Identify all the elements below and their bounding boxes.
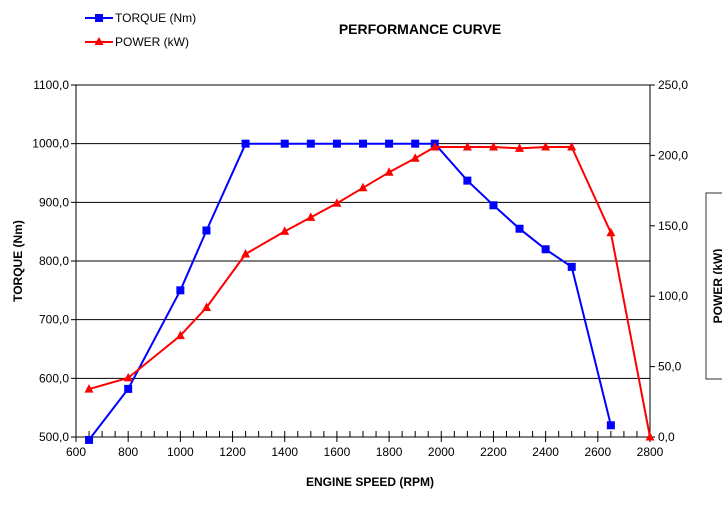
power-point: [645, 432, 655, 441]
chart-title: PERFORMANCE CURVE: [339, 21, 501, 37]
power-point: [541, 142, 551, 151]
x-tick-label: 800: [118, 445, 138, 459]
legend-item-torque: TORQUE (Nm): [85, 11, 196, 25]
power-point: [123, 372, 133, 382]
power-point: [175, 330, 185, 340]
torque-point: [241, 139, 250, 148]
power-point: [358, 182, 368, 192]
power-point: [332, 198, 342, 207]
legend-torque-label: TORQUE (Nm): [115, 11, 196, 25]
axis-ticks: 500,0 600,0 700,0 800,0 900,0 1000,0 1100,0 0,0…: [32, 78, 688, 459]
power-point: [567, 142, 577, 151]
y-tick-label: 1000,0: [32, 137, 69, 151]
x-tick-label: 1600: [324, 445, 351, 459]
legend-power-marker: [94, 37, 104, 45]
power-point: [430, 142, 440, 151]
series-layer: [84, 139, 655, 444]
torque-point: [515, 224, 524, 233]
power-point: [410, 153, 420, 162]
torque-point: [124, 384, 133, 393]
power-point: [462, 142, 472, 151]
y2-axis-title-box: POWER (kW): [705, 192, 722, 380]
torque-point: [489, 201, 498, 210]
torque-point: [463, 176, 472, 185]
x-tick-label: 1400: [271, 445, 298, 459]
power-point: [606, 227, 616, 237]
legend-item-power: POWER (kW): [85, 35, 189, 49]
x-tick-label: 1800: [376, 445, 403, 459]
x-tick-label: 2400: [532, 445, 559, 459]
power-point: [489, 142, 498, 151]
y2-tick-label: 250,0: [658, 78, 688, 92]
torque-point: [411, 139, 420, 148]
torque-line: [88, 142, 612, 441]
y2-tick-label: 150,0: [658, 219, 688, 233]
y-tick-label: 800,0: [39, 254, 69, 268]
torque-point: [385, 139, 394, 148]
x-tick-label: 1000: [167, 445, 194, 459]
power-point: [84, 384, 94, 393]
torque-series: [85, 139, 615, 444]
power-point: [515, 143, 524, 152]
y-tick-label: 1100,0: [33, 78, 69, 92]
torque-point: [176, 286, 185, 295]
x-tick-label: 600: [66, 445, 86, 459]
x-tick-label: 1200: [219, 445, 246, 459]
power-series: [84, 142, 655, 441]
y2-axis-title: POWER (kW): [711, 249, 722, 324]
power-point: [384, 167, 394, 176]
torque-point: [606, 421, 615, 430]
torque-point: [202, 226, 211, 235]
y2-tick-label: 100,0: [658, 289, 688, 303]
torque-point: [280, 139, 289, 148]
y2-tick-label: 50,0: [658, 360, 682, 374]
y-tick-label: 900,0: [39, 195, 69, 209]
torque-point: [359, 139, 367, 148]
y2-tick-label: 200,0: [658, 148, 688, 162]
legend-torque-marker: [95, 14, 103, 22]
power-point: [306, 212, 316, 221]
power-point: [241, 249, 251, 258]
torque-point: [332, 139, 341, 148]
y-tick-label: 500,0: [39, 430, 69, 444]
torque-point: [85, 435, 94, 444]
legend-power-label: POWER (kW): [115, 35, 189, 49]
x-tick-label: 2800: [637, 445, 664, 459]
power-point: [280, 226, 290, 235]
y-tick-label: 700,0: [39, 313, 69, 327]
y-axis-title: TORQUE (Nm): [11, 220, 25, 302]
torque-point: [306, 139, 315, 148]
y-tick-label: 600,0: [39, 371, 69, 385]
legend: TORQUE (Nm) POWER (kW): [85, 11, 196, 49]
x-tick-label: 2200: [480, 445, 507, 459]
power-point: [202, 302, 211, 311]
torque-point: [541, 245, 550, 254]
x-tick-label: 2000: [428, 445, 455, 459]
torque-point: [567, 262, 576, 271]
power-line: [88, 146, 651, 438]
y2-tick-label: 0,0: [658, 430, 675, 444]
x-axis-title: ENGINE SPEED (RPM): [306, 475, 434, 489]
x-tick-label: 2600: [584, 445, 611, 459]
